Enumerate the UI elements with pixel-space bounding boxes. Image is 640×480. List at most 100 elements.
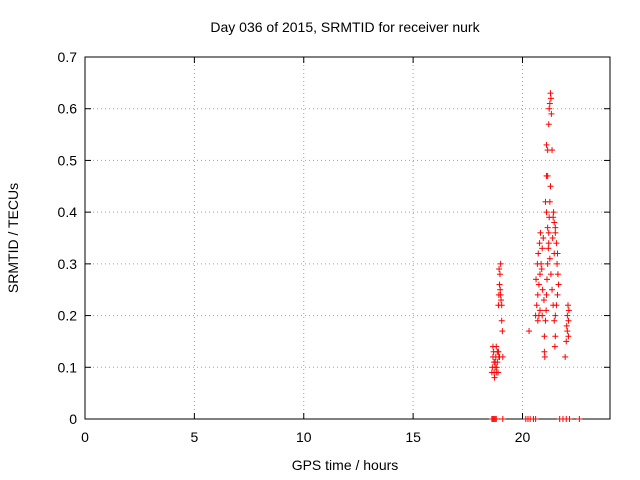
data-point [496, 271, 503, 278]
data-point [537, 229, 544, 236]
x-axis-label: GPS time / hours [292, 457, 399, 473]
data-point [498, 297, 505, 304]
data-point [562, 353, 569, 360]
data-point [544, 276, 550, 283]
data-point [542, 317, 549, 324]
data-point [565, 317, 572, 324]
data-point [576, 416, 583, 422]
y-tick-label: 0.1 [58, 359, 78, 375]
y-tick-label: 0.2 [58, 308, 78, 324]
data-point [546, 105, 553, 112]
data-point [551, 219, 558, 226]
grid [85, 57, 610, 419]
data-point [491, 374, 498, 381]
data-point [542, 198, 549, 205]
x-tick-label: 5 [190, 429, 198, 445]
data-point [493, 364, 500, 371]
data-point [552, 333, 559, 340]
data-point [565, 302, 571, 309]
data-point [541, 348, 548, 355]
data-point [535, 281, 542, 288]
data-point [540, 297, 547, 304]
y-tick-label: 0.4 [58, 204, 78, 220]
data-point [498, 317, 505, 324]
data-point [549, 286, 556, 293]
data-point [544, 224, 551, 231]
data-point [533, 302, 540, 309]
data-point [563, 338, 570, 345]
y-axis-ticks: 0 0.1 0.2 0.3 0.4 0.5 0.6 0.7 [58, 49, 610, 427]
data-point [551, 343, 558, 350]
data-point [489, 343, 496, 350]
data-points [488, 90, 583, 422]
y-tick-label: 0.7 [58, 49, 78, 65]
data-point [538, 266, 545, 273]
data-point [546, 255, 553, 262]
data-point [499, 416, 506, 422]
x-tick-label: 15 [405, 429, 421, 445]
data-point [552, 312, 559, 319]
y-tick-label: 0.6 [58, 101, 78, 117]
x-tick-label: 20 [515, 429, 531, 445]
data-point [545, 245, 552, 252]
data-point [534, 260, 541, 267]
data-point [544, 172, 551, 179]
data-point [546, 100, 553, 107]
data-point [544, 260, 551, 267]
data-point [552, 224, 559, 231]
data-point [547, 183, 554, 190]
y-tick-label: 0 [69, 411, 77, 427]
data-point [496, 281, 503, 288]
data-point [564, 328, 571, 335]
data-point [526, 328, 533, 335]
data-point [539, 245, 546, 252]
data-point [535, 250, 542, 257]
data-point [496, 266, 503, 273]
data-point [539, 286, 546, 293]
data-point [552, 229, 559, 236]
data-point [541, 353, 548, 360]
data-point [497, 260, 504, 267]
data-point [547, 271, 554, 278]
data-point [554, 271, 561, 278]
data-point [553, 302, 560, 309]
data-point [534, 317, 541, 324]
data-point [539, 312, 546, 319]
data-point [541, 333, 548, 340]
data-point [545, 121, 552, 128]
data-point [499, 353, 506, 360]
data-point [549, 147, 556, 154]
x-tick-label: 0 [81, 429, 89, 445]
data-point [545, 229, 552, 236]
data-point [537, 271, 543, 278]
x-axis-ticks: 0 5 10 15 20 [81, 57, 530, 445]
data-point [494, 348, 501, 355]
y-tick-label: 0.5 [58, 152, 78, 168]
data-point [554, 260, 561, 267]
data-point [543, 141, 550, 148]
data-point [493, 416, 500, 422]
data-point [563, 322, 570, 329]
data-point [554, 291, 561, 298]
data-point [548, 110, 555, 117]
data-point [551, 250, 558, 257]
data-point [532, 416, 539, 422]
y-axis-label: SRMTID / TECUs [5, 183, 21, 293]
data-point [550, 209, 557, 216]
data-point [565, 333, 572, 340]
data-point [493, 369, 500, 376]
data-point [540, 235, 547, 241]
data-point [565, 307, 572, 314]
data-point [549, 235, 556, 241]
data-point [536, 240, 543, 247]
data-point [543, 291, 550, 298]
y-tick-label: 0.3 [58, 256, 78, 272]
data-point [547, 95, 554, 102]
chart-title: Day 036 of 2015, SRMTID for receiver nur… [210, 19, 480, 35]
data-point [545, 240, 552, 247]
data-point [533, 276, 540, 283]
data-point [497, 291, 504, 298]
data-point [499, 328, 506, 335]
data-point [551, 317, 558, 324]
